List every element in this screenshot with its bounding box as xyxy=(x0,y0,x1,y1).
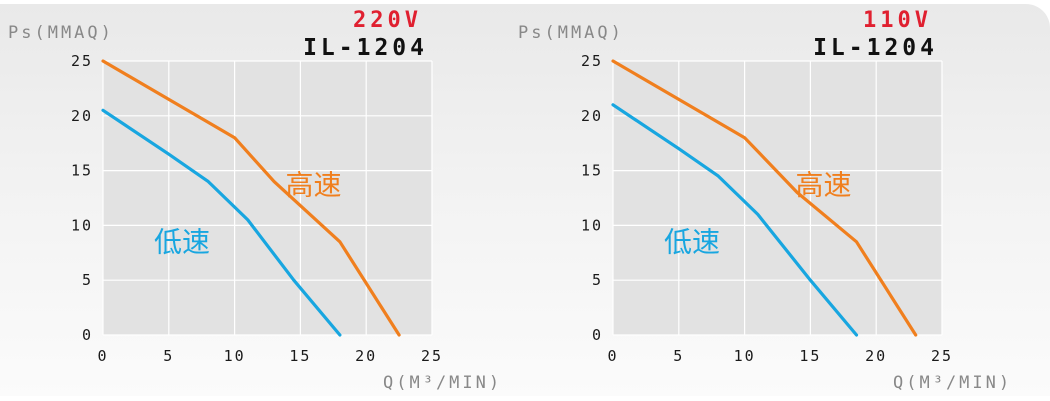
model-label: IL-1204 xyxy=(813,35,938,61)
x-axis-title: Q(M³/MIN) xyxy=(383,373,502,393)
series-line-low-speed xyxy=(101,108,342,337)
chart-110v: 0 5 10 15 20 25 0 5 10 15 20 25 Ps(MMAQ) Q(M³/MIN) 110… xyxy=(518,8,1012,393)
x-axis-title: Q(M³/MIN) xyxy=(893,373,1012,393)
series-line-low-speed xyxy=(611,103,859,337)
x-tick-label: 20 xyxy=(355,347,377,365)
y-tick-label: 0 xyxy=(592,326,603,344)
x-tick-label: 25 xyxy=(931,347,953,365)
series-label-high-speed: 高速 xyxy=(796,169,852,202)
x-tick-label: 5 xyxy=(673,347,684,365)
series-line-high-speed xyxy=(611,59,918,337)
model-label: IL-1204 xyxy=(303,35,428,61)
series-label-low-speed: 低速 xyxy=(664,226,720,259)
voltage-label: 220V xyxy=(353,8,422,33)
series-line-high-speed xyxy=(101,59,401,337)
y-tick-label: 0 xyxy=(82,326,93,344)
y-tick-label: 25 xyxy=(71,52,93,70)
plot-area xyxy=(103,61,432,335)
series-label-high-speed: 高速 xyxy=(286,169,342,202)
x-tick-label: 25 xyxy=(421,347,443,365)
y-tick-label: 15 xyxy=(581,162,603,180)
y-tick-label: 10 xyxy=(71,216,93,234)
x-tick-label: 10 xyxy=(734,347,756,365)
y-tick-label: 20 xyxy=(581,107,603,125)
series-label-low-speed: 低速 xyxy=(154,226,210,259)
voltage-label: 110V xyxy=(863,8,932,33)
x-tick-label: 20 xyxy=(865,347,887,365)
x-tick-label: 0 xyxy=(607,347,618,365)
y-tick-label: 25 xyxy=(581,52,603,70)
y-tick-label: 10 xyxy=(581,216,603,234)
y-tick-label: 15 xyxy=(71,162,93,180)
x-tick-label: 10 xyxy=(224,347,246,365)
x-tick-label: 15 xyxy=(289,347,311,365)
y-axis-title: Ps(MMAQ) xyxy=(518,23,624,43)
y-tick-label: 5 xyxy=(592,271,603,289)
y-axis-title: Ps(MMAQ) xyxy=(8,23,114,43)
x-tick-label: 5 xyxy=(163,347,174,365)
x-tick-label: 15 xyxy=(799,347,821,365)
x-tick-label: 0 xyxy=(97,347,108,365)
plot-area xyxy=(613,61,942,335)
y-tick-label: 5 xyxy=(82,271,93,289)
chart-220v: 0 5 10 15 20 25 0 5 10 15 20 25 Ps(MMAQ) Q(M³/MIN) 220… xyxy=(8,8,502,393)
y-tick-label: 20 xyxy=(71,107,93,125)
